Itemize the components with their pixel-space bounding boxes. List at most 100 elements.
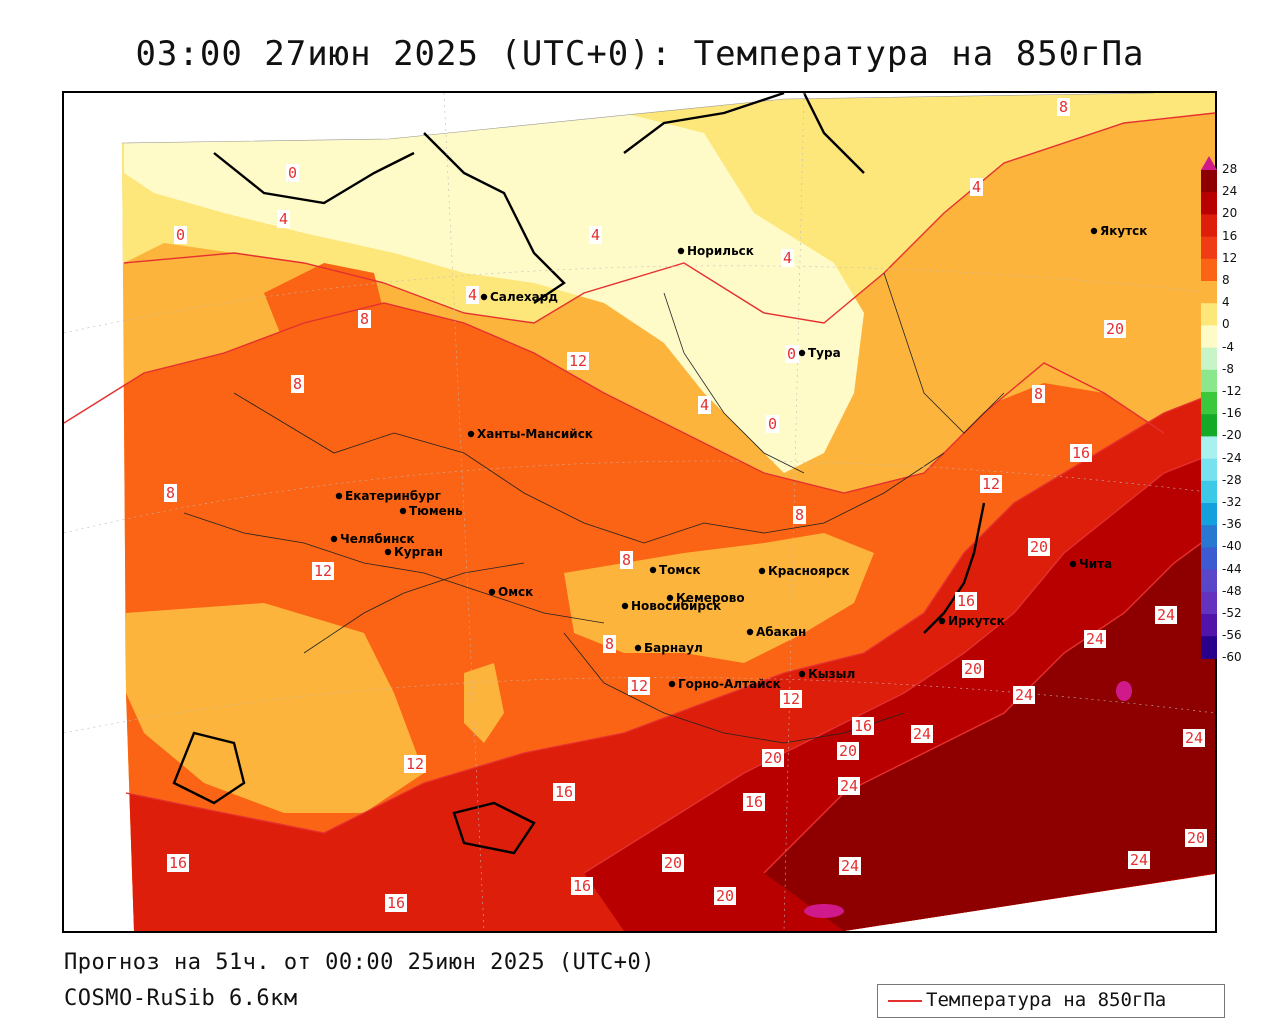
isotherm-label-bg: [1185, 829, 1207, 847]
colorbar-swatch: [1201, 547, 1217, 571]
city-dot: [335, 492, 343, 500]
isotherm-label: 12: [980, 475, 1002, 493]
isotherm-label-bg: [793, 506, 806, 524]
isotherm-label-text: 24: [1086, 630, 1104, 648]
isotherm-label-bg: [839, 857, 861, 875]
isotherm-label-bg: [970, 178, 983, 196]
isotherm-label-text: 4: [591, 226, 600, 244]
hot-spot-south: [804, 904, 844, 918]
isotherm-label: 20: [1185, 829, 1207, 847]
city-label: Новосибирск: [631, 599, 721, 613]
isotherm-label: 8: [291, 375, 304, 393]
isotherm-label: 12: [780, 690, 802, 708]
city-dot: [938, 617, 946, 625]
isotherm-label-bg: [762, 749, 784, 767]
city-label: Красноярск: [768, 564, 850, 578]
city-dot: [384, 548, 392, 556]
isotherm-label-text: 12: [782, 690, 800, 708]
colorbar-tick-label: -48: [1222, 583, 1242, 598]
isotherm-label-bg: [291, 375, 304, 393]
field-8-island-novosibirsk: [564, 533, 874, 663]
colorbar-swatch: [1201, 591, 1217, 615]
field-12-west: [264, 263, 384, 343]
isotherm-label-bg: [567, 352, 589, 370]
isotherm-label-bg: [571, 877, 593, 895]
colorbar-tick-label: -24: [1222, 450, 1242, 465]
forecast-info: Прогноз на 51ч. от 00:00 25июн 2025 (UTC…: [64, 950, 656, 975]
isotherm-label: 16: [571, 877, 593, 895]
city-dot: [677, 247, 685, 255]
isotherm-label: 12: [628, 677, 650, 695]
city-dot: [746, 628, 754, 636]
isotherm-label-text: 24: [841, 857, 859, 875]
city-marker: Якутск: [1090, 224, 1147, 238]
isotherm-label-text: 4: [468, 286, 477, 304]
colorbar-tick-label: 4: [1222, 295, 1230, 310]
isotherm-label: 24: [1013, 686, 1035, 704]
colorbar-swatch: [1201, 458, 1217, 482]
isotherm-label-text: 24: [1157, 606, 1175, 624]
isotherm-label-bg: [1013, 686, 1035, 704]
isotherm-label-text: 20: [839, 742, 857, 760]
admin-boundaries: [183, 272, 1005, 744]
isotherm-label-bg: [837, 742, 859, 760]
isotherm-label: 0: [766, 415, 779, 433]
colorbar-tick-label: 8: [1222, 273, 1230, 287]
isotherm-label: 4: [466, 286, 479, 304]
city-marker: Тюмень: [399, 504, 463, 518]
isotherm-label-text: 12: [569, 352, 587, 370]
isotherm-label-bg: [1128, 851, 1150, 869]
isotherm-labels-layer: 8404044481220008880481612820881612242424…: [164, 98, 1207, 912]
isotherm-label: 12: [404, 755, 426, 773]
isotherm-label-text: 24: [840, 777, 858, 795]
isotherm-label: 4: [589, 226, 602, 244]
isotherm-label-bg: [277, 210, 290, 228]
city-marker: Тура: [798, 346, 841, 360]
city-marker: Кемерово: [666, 591, 745, 605]
city-label: Тюмень: [409, 504, 463, 518]
city-marker: Иркутск: [938, 614, 1005, 628]
colorbar-swatch: [1201, 503, 1217, 526]
hot-spot: [1116, 681, 1132, 701]
isotherm-label: 16: [385, 894, 407, 912]
map-area: Норильск Якутск Салехард Тура Ханты-Мансийск…: [62, 91, 1217, 933]
isotherm-label-bg: [852, 717, 874, 735]
isotherm-label-text: 20: [764, 749, 782, 767]
isotherm-label-text: 8: [605, 635, 614, 653]
isotherm-label-bg: [714, 887, 736, 905]
colorbar-tick-label: -56: [1222, 628, 1242, 643]
colorbar-tick-label: -12: [1222, 384, 1242, 398]
isotherm-label-text: 0: [787, 345, 796, 363]
isotherm-label: 8: [1032, 385, 1045, 403]
isotherm-label-text: 4: [700, 396, 709, 414]
isotherm-label-bg: [167, 854, 189, 872]
isotherm-label: 12: [312, 562, 334, 580]
city-marker: Горно-Алтайск: [668, 677, 781, 691]
field-8-west-band: [126, 603, 424, 813]
city-label: Челябинск: [340, 532, 415, 546]
city-dot: [649, 566, 657, 574]
isotherm-label-text: 8: [1059, 98, 1068, 116]
colorbar-swatch: [1201, 392, 1217, 415]
isotherm-label-bg: [955, 592, 977, 610]
isotherm-label-bg: [1155, 606, 1177, 624]
isotherm-label-text: 8: [1034, 385, 1043, 403]
city-label: Норильск: [687, 244, 754, 258]
isotherm-label-bg: [785, 345, 798, 363]
colorbar-swatch: [1201, 347, 1217, 371]
city-label: Якутск: [1100, 224, 1147, 238]
isotherm-label-text: 20: [664, 854, 682, 872]
city-label: Барнаул: [644, 641, 703, 655]
colorbar-tick-label: 16: [1222, 228, 1238, 243]
field-8-yakutia: [914, 203, 1144, 403]
isotherm-label-text: 24: [913, 725, 931, 743]
city-marker: Кызыл: [798, 667, 855, 681]
colorbar-tick-label: -40: [1222, 539, 1242, 554]
isotherm-label: 20: [837, 742, 859, 760]
isotherm-label-bg: [743, 793, 765, 811]
model-info: COSMO-RuSib 6.6км: [64, 986, 298, 1011]
colorbar-swatch: [1201, 525, 1217, 548]
colorbar-tick-label: 28: [1222, 162, 1238, 176]
isotherm-label-bg: [404, 755, 426, 773]
isotherm-label-text: 20: [1187, 829, 1205, 847]
